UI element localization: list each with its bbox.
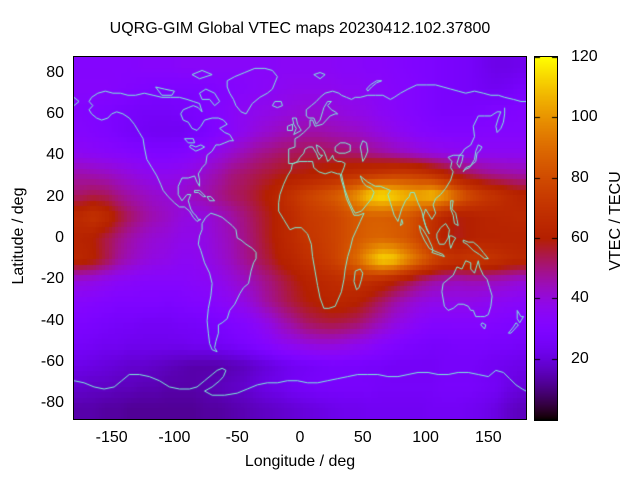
colorbar-tick-label: 80	[571, 168, 589, 186]
map-plot-frame	[73, 56, 527, 420]
x-tick-label: 150	[474, 429, 502, 446]
colorbar-tick-label: 40	[571, 289, 589, 307]
colorbar-tick-label: 120	[571, 48, 598, 65]
colorbar-canvas	[535, 57, 557, 420]
x-tick-label: 50	[353, 429, 372, 446]
y-tick-label: 20	[46, 187, 64, 205]
colorbar-tick-label: 100	[571, 108, 598, 126]
colorbar-tick-label: 20	[571, 349, 589, 367]
y-tick-label: 60	[46, 104, 64, 122]
y-tick-label: -40	[40, 311, 64, 329]
x-tick-label: -50	[225, 429, 249, 446]
y-axis-label: Latitude / deg	[10, 187, 27, 285]
x-tick-label: 0	[295, 429, 305, 446]
x-tick-label: -100	[158, 429, 191, 446]
colorbar-frame	[534, 56, 558, 421]
y-tick-label: -80	[40, 394, 64, 412]
vtec-map-canvas	[74, 57, 526, 419]
x-axis-label: Longitude / deg	[244, 453, 356, 470]
x-tick-label: -150	[95, 429, 128, 446]
y-tick-label: 0	[55, 229, 64, 246]
y-tick-label: 80	[46, 63, 64, 81]
y-tick-label: -60	[40, 353, 64, 371]
y-tick-label: -20	[40, 270, 64, 288]
colorbar-tick-label: 60	[571, 229, 589, 246]
chart-title: UQRG-GIM Global VTEC maps 20230412.102.3…	[109, 20, 491, 37]
colorbar-label: VTEC / TECU	[607, 171, 624, 271]
x-tick-label: 100	[412, 429, 439, 446]
y-tick-label: 40	[46, 146, 64, 164]
